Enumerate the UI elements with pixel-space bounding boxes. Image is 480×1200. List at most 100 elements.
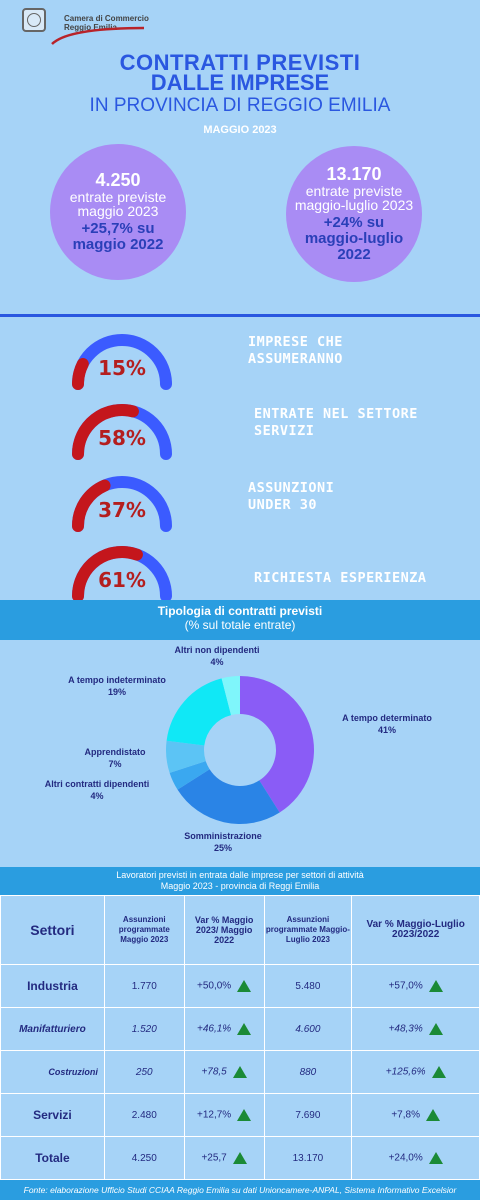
slice-value: 4% <box>210 657 224 667</box>
sector-name: Manifatturiero <box>0 1007 105 1051</box>
footer-source: Fonte: elaborazione Ufficio Studi CCIAA … <box>0 1180 480 1200</box>
org-line1: Camera di Commercio <box>64 14 149 23</box>
col-header: Var % Maggio-Luglio 2023/2022 <box>351 895 480 965</box>
cell-var: +48,3% <box>351 1007 480 1051</box>
slice-value: 25% <box>213 843 232 853</box>
slice-value: 41% <box>377 725 396 735</box>
cell: 1.520 <box>103 1007 185 1051</box>
bubble-monthly: 4.250 entrate previste maggio 2023 +25,7… <box>50 144 186 280</box>
gauge-esperienza <box>72 546 172 602</box>
logo <box>22 8 46 32</box>
pie-slice <box>169 761 210 790</box>
col-header: Assunzioni programmate Maggio-Luglio 202… <box>263 895 353 965</box>
cell-value: +25,7 <box>201 1152 227 1164</box>
col-header: Assunzioni programmate Maggio 2023 <box>103 895 185 965</box>
swoosh-icon <box>51 26 145 45</box>
gauge-servizi <box>72 404 172 460</box>
cell: 13.170 <box>263 1136 353 1180</box>
gauge-fill <box>72 404 139 460</box>
cell-value: +7,8% <box>391 1109 420 1121</box>
bubble-quarterly: 13.170 entrate previste maggio-luglio 20… <box>286 146 422 282</box>
cell-var: +24,0% <box>351 1136 480 1180</box>
table-row-total: Totale 4.250 +25,7 13.170 +24,0% <box>0 1136 480 1180</box>
pie-label-altri-dip: Altri contratti dipendenti 4% <box>32 778 162 802</box>
gauge-imprese <box>72 334 172 390</box>
pie-slice <box>166 740 206 773</box>
pie-label-indeterminato: A tempo indeterminato 19% <box>52 674 182 698</box>
table-header-row: Settori Assunzioni programmate Maggio 20… <box>0 895 480 965</box>
cell-var: +78,5 <box>183 1050 265 1094</box>
table-row: Costruzioni 250 +78,5 880 +125,6% <box>0 1050 480 1094</box>
pie-label-altri-non-dip: Altri non dipendenti 4% <box>172 644 262 668</box>
table-row: Servizi 2.480 +12,7% 7.690 +7,8% <box>0 1093 480 1137</box>
table-row: Industria 1.770 +50,0% 5.480 +57,0% <box>0 964 480 1008</box>
sector-name: Costruzioni <box>0 1050 105 1094</box>
slice-label: Altri non dipendenti <box>174 645 260 655</box>
cell-value: +50,0% <box>197 980 232 992</box>
bubble-variation: +24% su maggio-luglio 2022 <box>304 214 404 263</box>
col-header: Settori <box>0 895 105 965</box>
col-header: Var % Maggio 2023/ Maggio 2022 <box>183 895 265 965</box>
period: MAGGIO 2023 <box>203 124 277 136</box>
gauge-caption: ASSUNZIONI UNDER 30 <box>248 480 335 513</box>
sector-name: Industria <box>0 964 105 1008</box>
up-triangle-icon <box>428 1023 443 1035</box>
gauge-fill <box>72 546 143 602</box>
cell: 4.600 <box>263 1007 353 1051</box>
title-line1: CONTRATTI PREVISTI <box>119 50 361 75</box>
table-header: Lavoratori previsti in entrata dalle imp… <box>0 867 480 895</box>
up-triangle-icon <box>237 980 252 992</box>
gauge-under30 <box>72 476 172 532</box>
bubble-variation: +25,7% su maggio 2022 <box>72 220 164 253</box>
gauge-caption: IMPRESE CHE ASSUMERANNO <box>248 334 343 367</box>
up-triangle-icon <box>428 1152 443 1164</box>
up-triangle-icon <box>232 1152 247 1164</box>
cell-value: +12,7% <box>197 1109 232 1121</box>
cell: 5.480 <box>263 964 353 1008</box>
donut-chart <box>166 676 315 824</box>
cell-var: +25,7 <box>183 1136 265 1180</box>
cell: 2.480 <box>103 1093 185 1137</box>
slice-label: A tempo indeterminato <box>68 675 166 685</box>
up-triangle-icon <box>428 980 443 992</box>
cell: 1.770 <box>103 964 185 1008</box>
gauge-fill <box>72 358 89 390</box>
up-triangle-icon <box>237 1023 252 1035</box>
org-line2: Reggio Emilia <box>64 23 117 32</box>
cell-var: +46,1% <box>183 1007 265 1051</box>
cell-value: +125,6% <box>385 1066 426 1078</box>
pie-slice <box>177 769 280 824</box>
up-triangle-icon <box>425 1109 440 1121</box>
cell-value: +48,3% <box>388 1023 423 1035</box>
pie-slice <box>221 676 240 716</box>
gauge-fill <box>72 479 111 532</box>
bubble-text: entrate previste maggio 2023 <box>69 189 167 219</box>
logo-emblem-icon <box>27 13 41 27</box>
cell-value: +78,5 <box>201 1066 227 1078</box>
title-line2: DALLE IMPRESE <box>150 70 330 95</box>
cell-var: +50,0% <box>183 964 265 1008</box>
pie-header: Tipologia di contratti previsti (% sul t… <box>0 600 480 640</box>
bubble-number: 13.170 <box>326 164 382 184</box>
cell-value: +46,1% <box>197 1023 232 1035</box>
cell-var: +125,6% <box>351 1050 480 1094</box>
sector-name: Servizi <box>0 1093 105 1137</box>
pie-slice <box>166 678 232 746</box>
slice-label: A tempo determinato <box>342 713 432 723</box>
cell: 880 <box>263 1050 353 1094</box>
divider <box>0 314 480 317</box>
cell-var: +7,8% <box>351 1093 480 1137</box>
org-name: Camera di Commercio Reggio Emilia <box>64 14 149 32</box>
gauge-caption: RICHIESTA ESPERIENZA <box>254 570 427 586</box>
up-triangle-icon <box>237 1109 252 1121</box>
cell-var: +12,7% <box>183 1093 265 1137</box>
up-triangle-icon <box>232 1066 247 1078</box>
slice-label: Somministrazione <box>184 831 262 841</box>
slice-label: Apprendistato <box>84 747 146 757</box>
pie-label-determinato: A tempo determinato 41% <box>322 712 452 736</box>
table-row: Manifatturiero 1.520 +46,1% 4.600 +48,3% <box>0 1007 480 1051</box>
sector-name: Totale <box>0 1136 105 1180</box>
slice-value: 7% <box>108 759 122 769</box>
subtitle: IN PROVINCIA DI REGGIO EMILIA <box>89 95 391 116</box>
chart-title: Tipologia di contratti previsti <box>157 604 323 618</box>
